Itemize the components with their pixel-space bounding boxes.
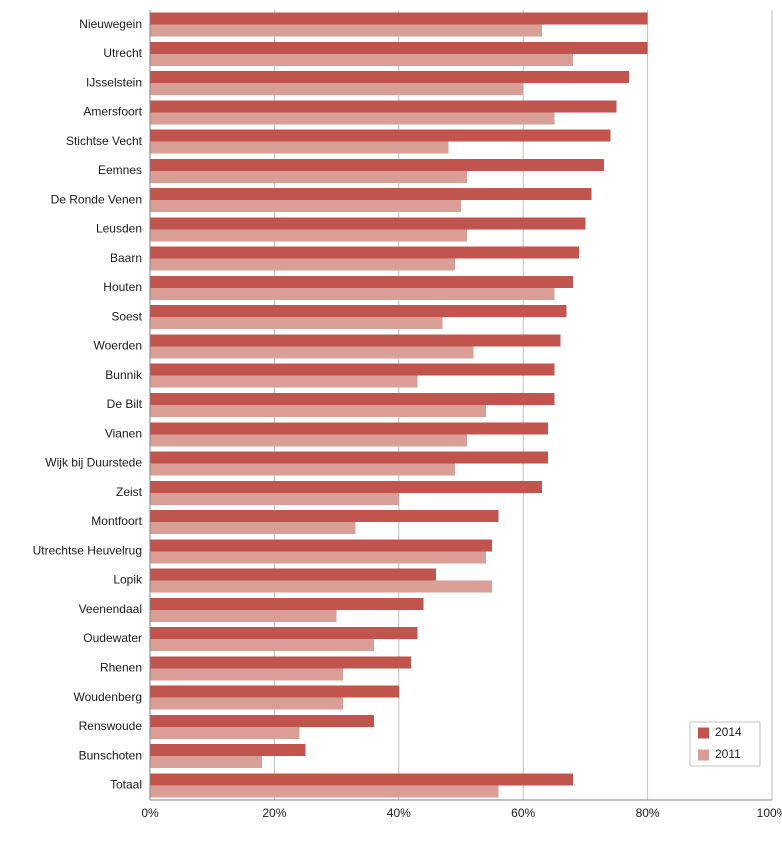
- bar-2011: [150, 493, 399, 505]
- bar-2014: [150, 13, 648, 25]
- x-tick-label: 20%: [262, 806, 286, 820]
- bar-2011: [150, 551, 486, 563]
- bar-2014: [150, 364, 554, 376]
- category-label: Lopik: [113, 573, 143, 587]
- bar-2011: [150, 756, 262, 768]
- category-label: IJsselstein: [86, 75, 142, 89]
- bar-2014: [150, 539, 492, 551]
- category-label: Utrecht: [103, 46, 142, 60]
- category-label: Renswoude: [79, 719, 143, 733]
- legend-label: 2014: [715, 725, 742, 739]
- bar-2011: [150, 464, 455, 476]
- bar-2014: [150, 627, 417, 639]
- bar-2011: [150, 785, 498, 797]
- bar-2011: [150, 288, 554, 300]
- x-tick-label: 80%: [636, 806, 660, 820]
- category-label: Utrechtse Heuvelrug: [33, 543, 142, 557]
- category-label: De Bilt: [107, 397, 143, 411]
- category-label: Nieuwegein: [79, 17, 142, 31]
- bar-2014: [150, 481, 542, 493]
- bar-2014: [150, 393, 554, 405]
- bar-2011: [150, 25, 542, 37]
- bar-2011: [150, 200, 461, 212]
- category-label: Woerden: [94, 339, 142, 353]
- bar-2014: [150, 305, 567, 317]
- category-label: Zeist: [116, 485, 143, 499]
- x-tick-label: 100%: [757, 806, 782, 820]
- bar-2014: [150, 773, 573, 785]
- category-label: Eemnes: [98, 163, 142, 177]
- bar-2014: [150, 686, 399, 698]
- bar-2014: [150, 334, 561, 346]
- bar-2011: [150, 317, 442, 329]
- category-label: Rhenen: [100, 661, 142, 675]
- grouped-bar-chart: 0% 20% 40% 60% 80% 100% Nieuwegein Utrecht IJsse…: [0, 0, 782, 842]
- bar-2011: [150, 259, 455, 271]
- bar-2011: [150, 522, 355, 534]
- category-label: Oudewater: [83, 631, 142, 645]
- legend-label: 2011: [715, 747, 741, 761]
- bar-2014: [150, 217, 585, 229]
- category-label: Houten: [103, 280, 142, 294]
- category-label: Veenendaal: [79, 602, 142, 616]
- category-label: Amersfoort: [83, 105, 142, 119]
- bar-2011: [150, 727, 299, 739]
- category-label: Montfoort: [91, 514, 142, 528]
- bar-2011: [150, 54, 573, 66]
- category-label: Soest: [111, 309, 142, 323]
- bar-2014: [150, 744, 306, 756]
- category-label: Vianen: [105, 426, 142, 440]
- category-label: Stichtse Vecht: [66, 134, 143, 148]
- category-label: De Ronde Venen: [51, 192, 142, 206]
- bar-2014: [150, 715, 374, 727]
- bar-2011: [150, 405, 486, 417]
- category-label: Baarn: [110, 251, 142, 265]
- category-label: Bunnik: [105, 368, 143, 382]
- category-label: Wijk bij Duurstede: [45, 456, 142, 470]
- bar-2011: [150, 610, 337, 622]
- bar-2014: [150, 510, 498, 522]
- bar-2014: [150, 569, 436, 581]
- bar-2011: [150, 581, 492, 593]
- bar-2011: [150, 142, 449, 154]
- bar-2014: [150, 598, 424, 610]
- bar-2014: [150, 452, 548, 464]
- bar-2014: [150, 422, 548, 434]
- bar-2011: [150, 698, 343, 710]
- x-tick-label: 0%: [141, 806, 159, 820]
- bar-2014: [150, 159, 604, 171]
- bar-2014: [150, 276, 573, 288]
- bar-2011: [150, 668, 343, 680]
- chart-svg: 0% 20% 40% 60% 80% 100% Nieuwegein Utrecht IJsse…: [0, 0, 782, 842]
- category-label: Totaal: [110, 778, 142, 792]
- category-label: Woudenberg: [74, 690, 143, 704]
- bar-2011: [150, 171, 467, 183]
- bar-2014: [150, 247, 579, 259]
- chart-bg: [0, 0, 782, 842]
- bar-2014: [150, 656, 411, 668]
- x-tick-label: 60%: [511, 806, 535, 820]
- bar-2011: [150, 434, 467, 446]
- bar-2011: [150, 346, 473, 358]
- bar-2011: [150, 112, 554, 124]
- bar-2011: [150, 376, 417, 388]
- bar-2011: [150, 83, 523, 95]
- bar-2014: [150, 100, 617, 112]
- category-label: Leusden: [96, 222, 142, 236]
- bar-2014: [150, 188, 592, 200]
- bar-2011: [150, 229, 467, 241]
- x-tick-label: 40%: [387, 806, 411, 820]
- bar-2014: [150, 130, 610, 142]
- category-label: Bunschoten: [79, 748, 142, 762]
- legend-swatch: [698, 728, 709, 739]
- bar-2014: [150, 42, 648, 54]
- legend-swatch: [698, 750, 709, 761]
- bar-2014: [150, 71, 629, 83]
- bar-2011: [150, 639, 374, 651]
